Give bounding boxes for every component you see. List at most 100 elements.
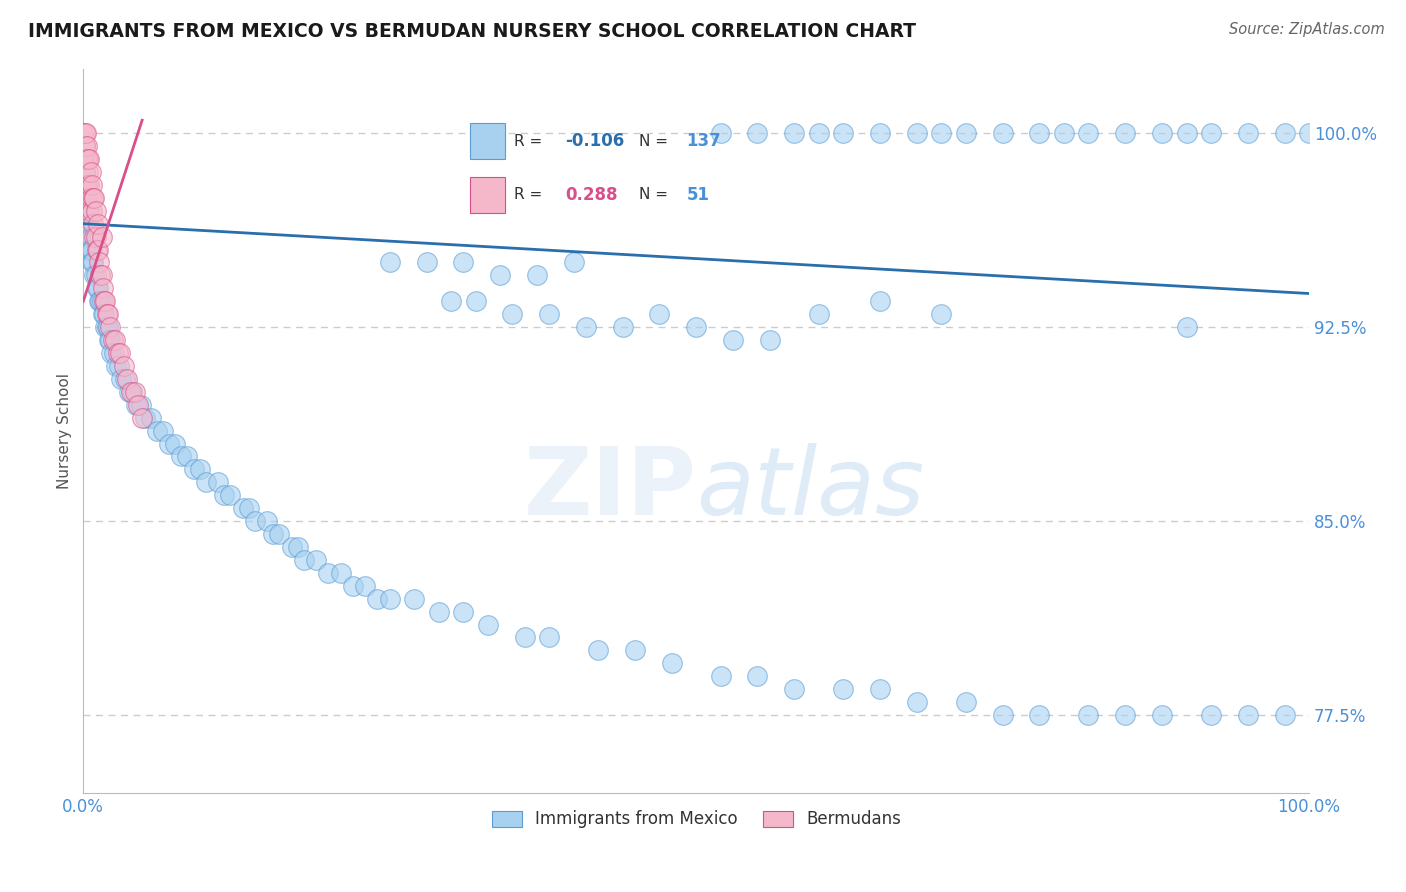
Point [783, 682, 806, 697]
Point [77, 152, 100, 166]
Point [440, 294, 463, 309]
Point [538, 307, 561, 321]
Point [112, 359, 135, 373]
Text: ZIP: ZIP [523, 442, 696, 534]
Point [648, 307, 671, 321]
Point [146, 424, 169, 438]
Point [194, 475, 217, 490]
Point [89, 268, 111, 283]
Point [562, 255, 585, 269]
Point [110, 372, 132, 386]
Point [453, 605, 475, 619]
Point [832, 682, 855, 697]
Point [87, 243, 110, 257]
Point [269, 527, 291, 541]
Point [90, 268, 112, 283]
Point [256, 514, 278, 528]
Point [378, 591, 401, 606]
Point [157, 436, 180, 450]
Point [931, 307, 953, 321]
Point [96, 320, 118, 334]
Point [1236, 126, 1258, 140]
Point [1028, 126, 1050, 140]
Point [262, 527, 284, 541]
Point [1077, 126, 1099, 140]
Point [869, 682, 891, 697]
Point [1053, 126, 1076, 140]
Point [219, 488, 242, 502]
Point [869, 126, 891, 140]
Point [955, 695, 977, 709]
Point [124, 384, 146, 399]
Point [77, 203, 100, 218]
Point [90, 229, 112, 244]
Point [1077, 708, 1099, 723]
Point [79, 217, 101, 231]
Point [97, 307, 120, 321]
Point [747, 669, 769, 683]
Point [79, 165, 101, 179]
Point [77, 229, 100, 244]
Point [1150, 708, 1173, 723]
Point [238, 501, 260, 516]
Point [87, 281, 110, 295]
Point [955, 126, 977, 140]
Point [86, 243, 108, 257]
Point [807, 126, 830, 140]
Point [89, 255, 111, 269]
Point [1150, 126, 1173, 140]
Point [82, 217, 104, 231]
Point [89, 294, 111, 309]
Point [232, 501, 254, 516]
Point [98, 333, 121, 347]
Point [97, 320, 120, 334]
Point [82, 255, 104, 269]
Text: atlas: atlas [696, 443, 924, 534]
Point [91, 281, 114, 295]
Point [79, 243, 101, 257]
Point [79, 178, 101, 192]
Point [453, 255, 475, 269]
Point [526, 268, 548, 283]
Point [489, 268, 512, 283]
Point [93, 307, 115, 321]
Point [721, 333, 744, 347]
Point [354, 579, 377, 593]
Point [94, 294, 117, 309]
Point [1236, 708, 1258, 723]
Point [624, 643, 647, 657]
Point [73, 139, 96, 153]
Point [96, 307, 118, 321]
Point [1175, 126, 1198, 140]
Point [783, 126, 806, 140]
Point [87, 217, 110, 231]
Point [1199, 126, 1222, 140]
Point [120, 384, 142, 399]
Point [121, 384, 143, 399]
Point [501, 307, 523, 321]
Point [76, 139, 98, 153]
Point [1298, 126, 1320, 140]
Point [404, 591, 426, 606]
Point [73, 165, 96, 179]
Point [79, 229, 101, 244]
Point [378, 255, 401, 269]
Point [89, 294, 111, 309]
Point [80, 178, 103, 192]
Point [79, 191, 101, 205]
Point [747, 126, 769, 140]
Point [1028, 708, 1050, 723]
Point [75, 203, 97, 218]
Point [991, 708, 1014, 723]
Point [165, 436, 187, 450]
Y-axis label: Nursery School: Nursery School [58, 373, 72, 489]
Point [869, 294, 891, 309]
Point [84, 229, 107, 244]
Point [101, 333, 124, 347]
Point [104, 333, 127, 347]
Point [86, 281, 108, 295]
Point [661, 657, 683, 671]
Point [1274, 126, 1296, 140]
Point [80, 203, 103, 218]
Legend: Immigrants from Mexico, Bermudans: Immigrants from Mexico, Bermudans [485, 804, 907, 835]
